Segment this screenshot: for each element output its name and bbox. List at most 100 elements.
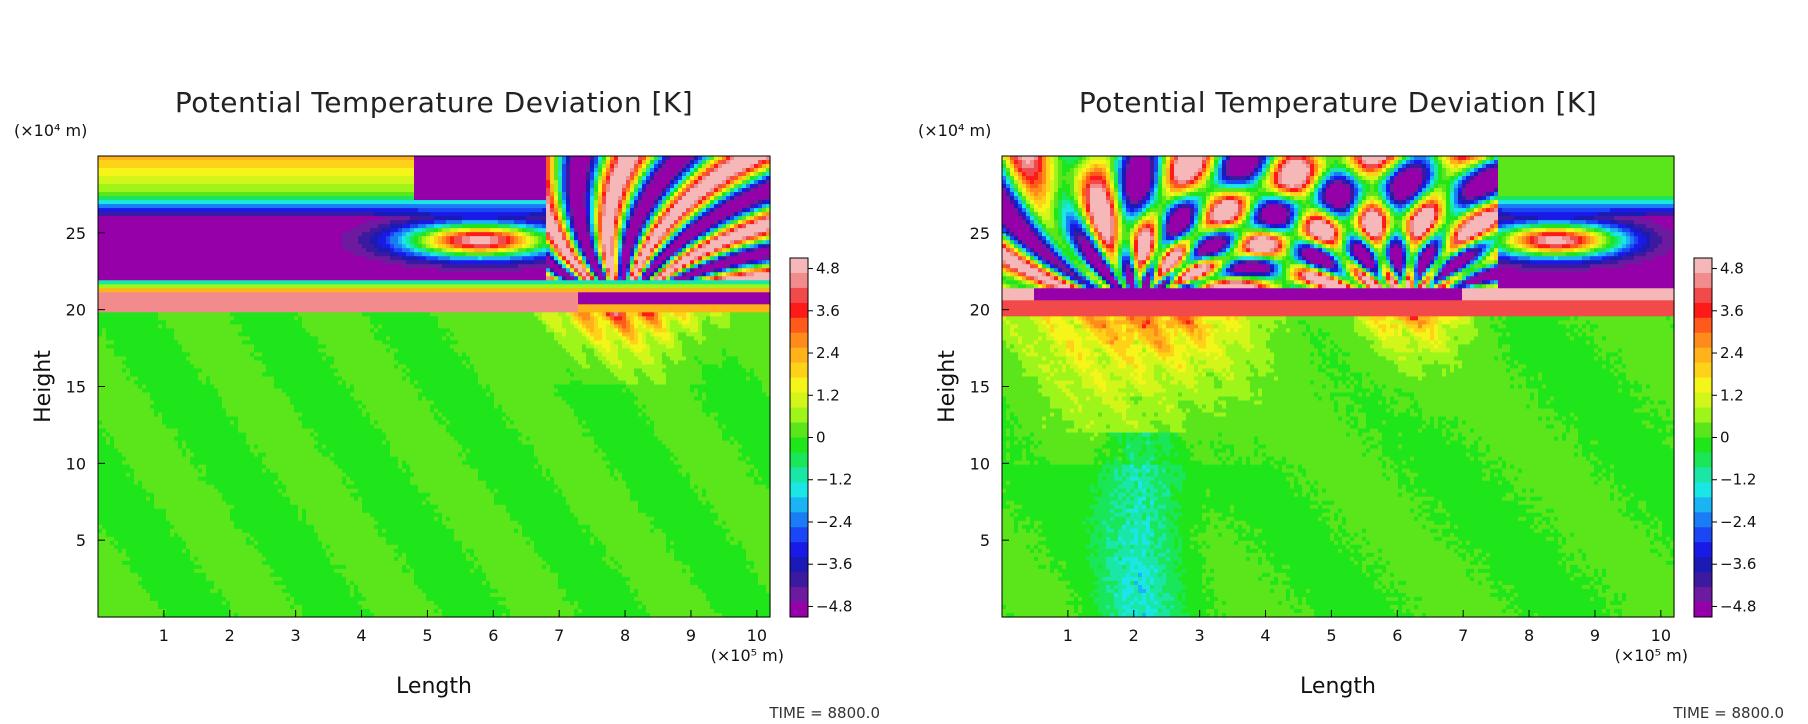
heatmap-cell [102,260,107,265]
heatmap-cell [478,236,483,241]
heatmap-cell [242,260,247,265]
heatmap-cell [602,236,607,241]
heatmap-cell [158,156,163,161]
heatmap-cell [634,224,639,229]
heatmap-cell [318,216,323,221]
heatmap-cell [694,248,699,253]
heatmap-cell [438,212,443,217]
heatmap-cell [470,224,475,229]
heatmap-cell [438,188,443,193]
heatmap-cell [382,244,387,249]
heatmap-cell [398,164,403,169]
heatmap-cell [746,260,751,265]
heatmap-cell [366,160,371,165]
heatmap-cell [166,236,171,241]
heatmap-cell [582,184,587,189]
heatmap-cell [258,216,263,221]
heatmap-cell [522,240,527,245]
heatmap-cell [678,216,683,221]
heatmap-cell [362,244,367,249]
heatmap-cell [254,216,259,221]
heatmap-cell [282,216,287,221]
heatmap-cell [638,268,643,273]
heatmap-cell [550,176,555,181]
heatmap-cell [414,228,419,233]
heatmap-cell [126,248,131,253]
heatmap-cell [110,256,115,261]
heatmap-cell [174,180,179,185]
heatmap-cell [706,172,711,177]
heatmap-cell [474,220,479,225]
heatmap-cell [454,260,459,265]
heatmap-cell [174,264,179,269]
heatmap-cell [458,240,463,245]
heatmap-cell [538,236,543,241]
heatmap-cell [578,180,583,185]
heatmap-cell [618,180,623,185]
heatmap-cell [558,168,563,173]
heatmap-cell [714,264,719,269]
heatmap-cell [254,212,259,217]
heatmap-cell [518,236,523,241]
heatmap-cell [210,256,215,261]
heatmap-cell [154,180,159,185]
heatmap-cell [186,184,191,189]
heatmap-cell [678,228,683,233]
heatmap-cell [226,196,231,201]
heatmap-cell [234,200,239,205]
heatmap-cell [238,236,243,241]
heatmap-cell [178,180,183,185]
heatmap-cell [750,156,755,161]
heatmap-cell [278,260,283,265]
heatmap-cell [366,244,371,249]
heatmap-cell [298,220,303,225]
heatmap-cell [158,228,163,233]
heatmap-cell [410,212,415,217]
heatmap-cell [226,172,231,177]
heatmap-cell [582,180,587,185]
heatmap-cell [98,256,103,261]
heatmap-cell [522,196,527,201]
heatmap-cell [266,200,271,205]
heatmap-cell [310,192,315,197]
heatmap-cell [114,188,119,193]
heatmap-cell [574,240,579,245]
heatmap-cell [734,176,739,181]
heatmap-cell [222,208,227,213]
heatmap-cell [250,268,255,273]
heatmap-cell [154,168,159,173]
heatmap-cell [566,256,571,261]
heatmap-cell [366,164,371,169]
heatmap-cell [430,196,435,201]
heatmap-cell [238,232,243,237]
heatmap-cell [138,172,143,177]
heatmap-cell [498,240,503,245]
heatmap-cell [110,220,115,225]
heatmap-cell [298,156,303,161]
heatmap-cell [666,240,671,245]
heatmap-cell [614,180,619,185]
heatmap-cell [534,220,539,225]
heatmap-cell [142,168,147,173]
heatmap-cell [298,192,303,197]
heatmap-cell [370,264,375,269]
heatmap-cell [466,244,471,249]
heatmap-cell [630,260,635,265]
heatmap-cell [354,220,359,225]
heatmap-cell [122,244,127,249]
heatmap-cell [366,240,371,245]
heatmap-cell [434,260,439,265]
heatmap-cell [362,204,367,209]
heatmap-cell [578,232,583,237]
heatmap-cell [474,160,479,165]
heatmap-cell [274,160,279,165]
heatmap-cell [214,164,219,169]
heatmap-cell [746,216,751,221]
heatmap-cell [526,264,531,269]
heatmap-cell [654,260,659,265]
heatmap-cell [670,252,675,257]
heatmap-cell [390,176,395,181]
heatmap-cell [278,228,283,233]
heatmap-cell [462,200,467,205]
heatmap-cell [442,188,447,193]
